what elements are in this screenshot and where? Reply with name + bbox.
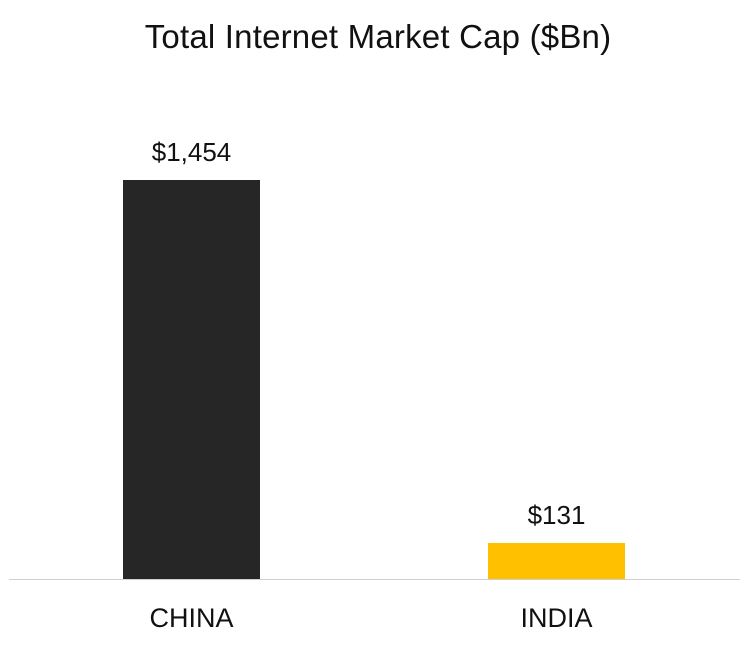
category-label-india: INDIA	[520, 603, 593, 633]
x-axis-baseline	[9, 579, 740, 580]
category-label-china: CHINA	[149, 603, 234, 633]
bar-india	[488, 543, 625, 579]
bar-label-india: $131	[527, 500, 586, 530]
bar-label-china: $1,454	[151, 137, 232, 167]
bar-china	[123, 180, 260, 579]
chart-title: Total Internet Market Cap ($Bn)	[144, 18, 612, 55]
